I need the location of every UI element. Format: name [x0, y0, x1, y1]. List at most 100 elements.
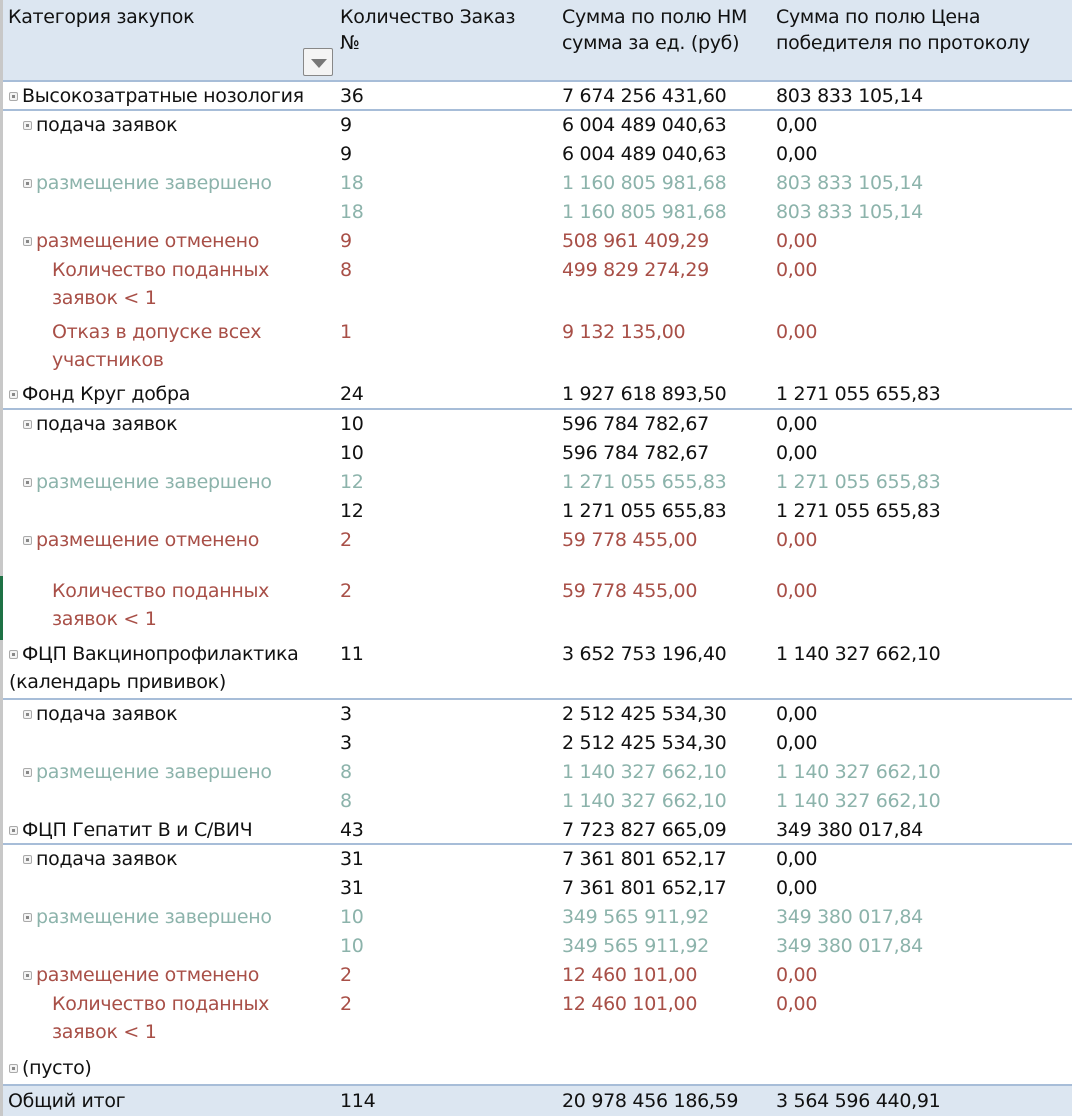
winner-sum-cell: 0,00 — [776, 442, 818, 464]
nm-sum-cell: 508 961 409,29 — [562, 230, 709, 252]
pivot-row: размещение завершено 10 349 565 911,92 349 … — [3, 903, 1072, 932]
winner-sum-cell: 0,00 — [776, 321, 818, 343]
expand-collapse-icon[interactable] — [23, 855, 32, 864]
row-label[interactable]: размещение завершено — [23, 758, 339, 786]
count-cell: 2 — [340, 580, 352, 602]
count-cell: 8 — [340, 790, 352, 812]
winner-sum-cell: 349 380 017,84 — [776, 906, 923, 928]
nm-sum-cell: 7 361 801 652,17 — [562, 877, 727, 899]
grand-total-row: Общий итог 114 20 978 456 186,59 3 564 5… — [3, 1084, 1072, 1116]
count-cell: 12 — [340, 471, 364, 493]
winner-sum-cell: 349 380 017,84 — [776, 819, 923, 841]
row-label-text: ФЦП Вакцинопрофилактика (календарь приви… — [9, 643, 299, 693]
row-label[interactable]: размещение завершено — [23, 169, 339, 197]
row-label[interactable]: (пусто) — [9, 1054, 339, 1082]
row-label-text: размещение завершено — [36, 906, 272, 928]
pivot-row: размещение отменено 9 508 961 409,29 0,00 — [3, 227, 1072, 256]
row-label: Количество поданных заявок < 1 — [52, 256, 302, 312]
expand-collapse-icon[interactable] — [23, 121, 32, 130]
count-cell: 2 — [340, 993, 352, 1015]
count-cell: 9 — [340, 143, 352, 165]
nm-sum-cell: 2 512 425 534,30 — [562, 732, 727, 754]
total-count: 114 — [340, 1090, 376, 1112]
count-cell: 12 — [340, 500, 364, 522]
winner-sum-cell: 0,00 — [776, 413, 818, 435]
winner-sum-cell: 1 140 327 662,10 — [776, 643, 941, 665]
row-label[interactable]: размещение отменено — [23, 227, 339, 255]
expand-collapse-icon[interactable] — [9, 826, 18, 835]
row-label[interactable]: размещение отменено — [23, 526, 339, 554]
row-label-text: подача заявок — [36, 413, 178, 435]
nm-sum-cell: 9 132 135,00 — [562, 321, 686, 343]
expand-collapse-icon[interactable] — [23, 420, 32, 429]
pivot-row: Количество поданных заявок < 1 8 499 829 2… — [3, 256, 1072, 314]
expand-collapse-icon[interactable] — [9, 390, 18, 399]
row-label: Количество поданных заявок < 1 — [52, 990, 302, 1046]
row-label-text: Отказ в допуске всех участников — [52, 321, 262, 371]
row-label-text: размещение отменено — [36, 964, 260, 986]
expand-collapse-icon[interactable] — [23, 710, 32, 719]
expand-collapse-icon[interactable] — [23, 179, 32, 188]
pivot-row: размещение отменено 2 12 460 101,00 0,00 — [3, 961, 1072, 990]
expand-collapse-icon[interactable] — [9, 1064, 18, 1073]
expand-collapse-icon[interactable] — [9, 650, 18, 659]
winner-sum-cell: 803 833 105,14 — [776, 201, 923, 223]
dropdown-filter-icon[interactable] — [303, 48, 333, 76]
expand-collapse-icon[interactable] — [23, 971, 32, 980]
count-cell: 10 — [340, 906, 364, 928]
category-row: ФЦП Гепатит В и С/ВИЧ 43 7 723 827 665,09 3… — [3, 816, 1072, 845]
count-cell: 36 — [340, 85, 364, 107]
expand-collapse-icon[interactable] — [23, 536, 32, 545]
row-label[interactable]: размещение завершено — [23, 903, 339, 931]
expand-collapse-icon[interactable] — [9, 92, 18, 101]
nm-sum-cell: 7 674 256 431,60 — [562, 85, 727, 107]
count-cell: 2 — [340, 964, 352, 986]
count-cell: 18 — [340, 201, 364, 223]
row-label[interactable]: размещение завершено — [23, 468, 339, 496]
pivot-row: размещение завершено 8 1 140 327 662,10 1 1… — [3, 758, 1072, 787]
count-cell: 1 — [340, 321, 352, 343]
pivot-row: подача заявок 9 6 004 489 040,63 0,00 — [3, 111, 1072, 140]
row-label-text: Фонд Круг добра — [22, 383, 191, 405]
expand-collapse-icon[interactable] — [23, 478, 32, 487]
expand-collapse-icon[interactable] — [23, 768, 32, 777]
row-selection-marker — [0, 576, 3, 640]
pivot-row: размещение завершено 18 1 160 805 981,68 80… — [3, 169, 1072, 198]
expand-collapse-icon[interactable] — [23, 237, 32, 246]
winner-sum-cell: 349 380 017,84 — [776, 935, 923, 957]
nm-sum-cell: 1 160 805 981,68 — [562, 172, 727, 194]
row-label[interactable]: Высокозатратные нозология — [9, 82, 339, 110]
row-label[interactable]: Фонд Круг добра — [9, 380, 339, 408]
row-label[interactable]: подача заявок — [23, 700, 339, 728]
nm-sum-cell: 499 829 274,29 — [562, 259, 709, 281]
count-cell: 31 — [340, 848, 364, 870]
nm-sum-cell: 349 565 911,92 — [562, 906, 709, 928]
row-label[interactable]: размещение отменено — [23, 961, 339, 989]
row-label[interactable]: ФЦП Вакцинопрофилактика (календарь приви… — [9, 640, 339, 696]
count-cell: 43 — [340, 819, 364, 841]
pivot-row: 3 2 512 425 534,30 0,00 — [3, 729, 1072, 758]
row-label[interactable]: подача заявок — [23, 410, 339, 438]
row-label-text: размещение завершено — [36, 761, 272, 783]
pivot-row: подача заявок 31 7 361 801 652,17 0,00 — [3, 845, 1072, 874]
row-label[interactable]: подача заявок — [23, 845, 339, 873]
count-cell: 31 — [340, 877, 364, 899]
pivot-row: подача заявок 3 2 512 425 534,30 0,00 — [3, 700, 1072, 729]
winner-sum-cell: 1 271 055 655,83 — [776, 500, 941, 522]
winner-sum-cell: 0,00 — [776, 143, 818, 165]
row-label[interactable]: ФЦП Гепатит В и С/ВИЧ — [9, 816, 339, 844]
count-cell: 10 — [340, 413, 364, 435]
category-row: (пусто) — [3, 1050, 1072, 1084]
pivot-row: 18 1 160 805 981,68 803 833 105,14 — [3, 198, 1072, 227]
row-label-text: Количество поданных заявок < 1 — [52, 993, 270, 1043]
nm-sum-cell: 6 004 489 040,63 — [562, 114, 727, 136]
winner-sum-cell: 803 833 105,14 — [776, 85, 923, 107]
category-row: Фонд Круг добра 24 1 927 618 893,50 1 271 0… — [3, 380, 1072, 410]
count-cell: 2 — [340, 529, 352, 551]
pivot-row: Количество поданных заявок < 1 2 12 460 10… — [3, 990, 1072, 1050]
row-label[interactable]: подача заявок — [23, 111, 339, 139]
nm-sum-cell: 1 271 055 655,83 — [562, 471, 727, 493]
count-cell: 10 — [340, 442, 364, 464]
expand-collapse-icon[interactable] — [23, 913, 32, 922]
total-label: Общий итог — [8, 1090, 126, 1112]
